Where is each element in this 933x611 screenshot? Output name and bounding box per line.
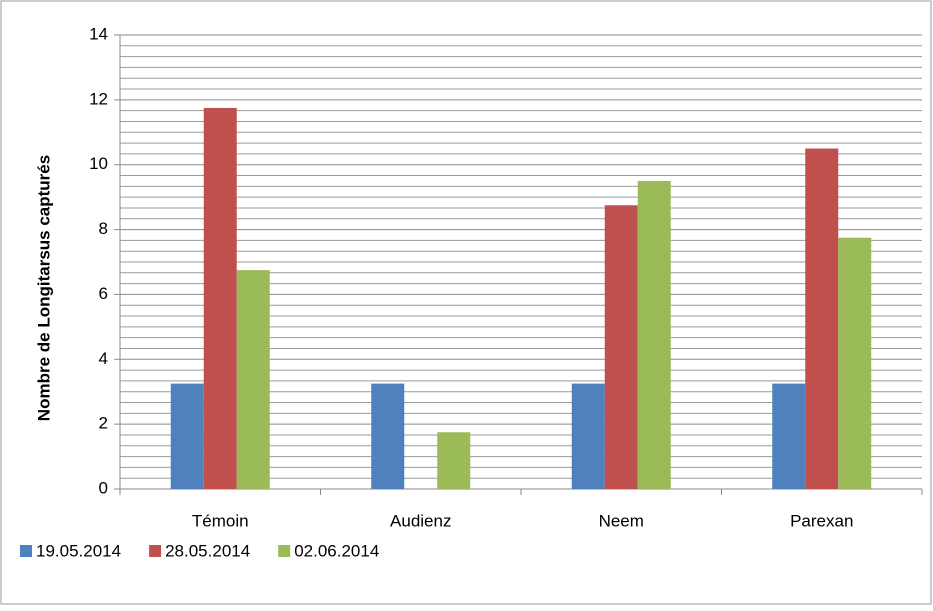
x-tick-label: Parexan: [790, 511, 853, 530]
y-tick-label: 12: [89, 89, 108, 108]
x-tick-label: Témoin: [192, 511, 249, 530]
y-tick-label: 8: [99, 219, 108, 238]
legend-label: 19.05.2014: [36, 541, 121, 560]
bar: [437, 432, 471, 489]
bar: [637, 180, 671, 489]
bar: [571, 383, 605, 489]
bar: [604, 205, 638, 489]
bar: [772, 383, 806, 489]
y-tick-label: 6: [99, 284, 108, 303]
bar: [805, 148, 839, 489]
legend-swatch: [278, 545, 291, 557]
bar: [236, 270, 270, 489]
legend-label: 28.05.2014: [165, 541, 250, 560]
x-tick-label: Audienz: [390, 511, 451, 530]
bar: [170, 383, 204, 489]
y-tick-label: 0: [99, 478, 108, 497]
legend-swatch: [20, 545, 32, 557]
bar: [371, 383, 405, 489]
legend-label: 02.06.2014: [294, 541, 379, 560]
y-tick-label: 14: [89, 24, 108, 43]
x-tick-label: Neem: [599, 511, 644, 530]
y-tick-label: 4: [99, 349, 108, 368]
y-tick-label: 10: [89, 154, 108, 173]
y-tick-label: 2: [99, 414, 108, 433]
bar: [203, 107, 237, 489]
y-axis-label: Nombre de Longitarsus capturés: [34, 155, 53, 421]
legend-swatch: [149, 545, 162, 557]
bar: [838, 237, 872, 489]
